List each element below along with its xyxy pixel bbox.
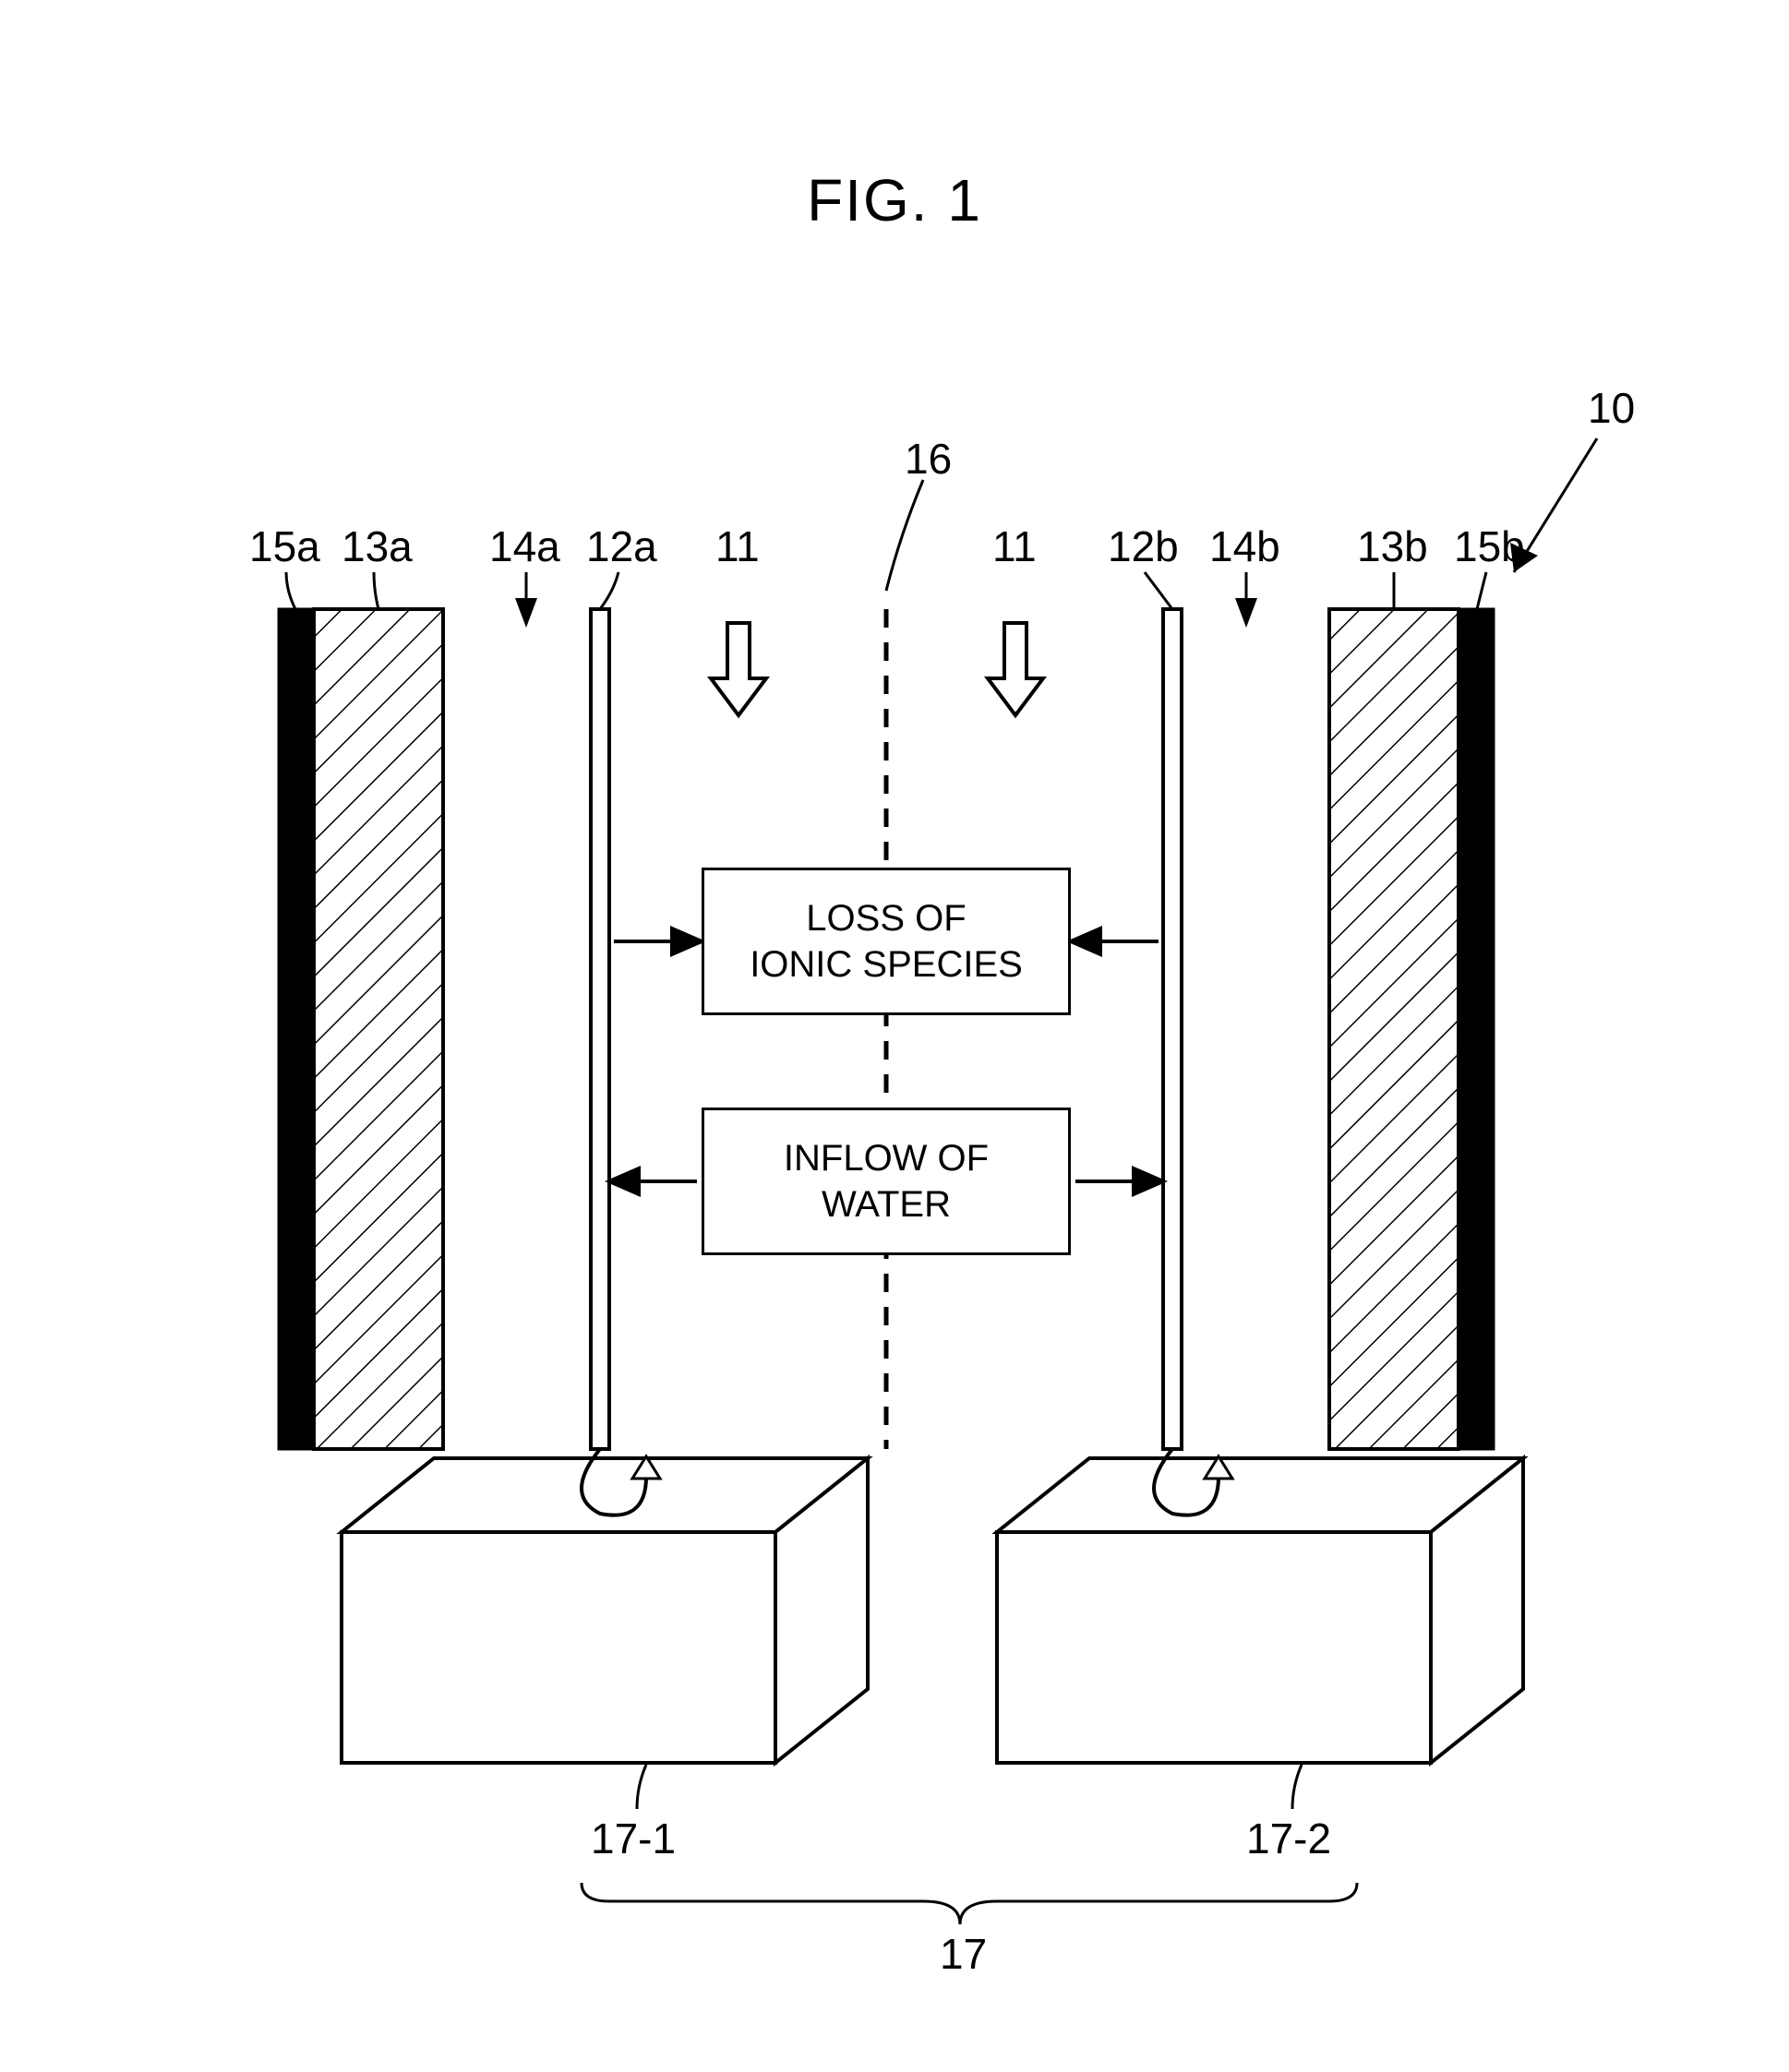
- arrowhead-14a: [515, 598, 537, 628]
- ref-15b: 15b: [1454, 521, 1525, 571]
- page: FIG. 1: [0, 0, 1789, 2072]
- down-arrow-11-left: [711, 623, 766, 715]
- bar-13b: [1329, 609, 1459, 1449]
- ref-13b: 13b: [1357, 521, 1428, 571]
- ref-10: 10: [1588, 383, 1635, 433]
- ref-11-left: 11: [715, 521, 760, 571]
- arrowhead-14b: [1235, 598, 1257, 628]
- bar-12a: [591, 609, 609, 1449]
- tank-2: [997, 1458, 1523, 1763]
- underbrace-17: [582, 1883, 1357, 1924]
- bottom-leaders: [637, 1765, 1302, 1809]
- loss-box: LOSS OF IONIC SPECIES: [702, 868, 1071, 1015]
- ref-17: 17: [940, 1929, 987, 1979]
- inflow-box: INFLOW OF WATER: [702, 1108, 1071, 1255]
- bar-15b: [1459, 609, 1494, 1449]
- ref-12a: 12a: [586, 521, 657, 571]
- ref-11-right: 11: [992, 521, 1037, 571]
- ref-15a: 15a: [249, 521, 320, 571]
- ref-12b: 12b: [1108, 521, 1179, 571]
- ref-17-1: 17-1: [591, 1814, 676, 1863]
- ref-17-2: 17-2: [1246, 1814, 1331, 1863]
- bar-12b: [1163, 609, 1182, 1449]
- ref-13a: 13a: [342, 521, 413, 571]
- down-arrow-11-right: [988, 623, 1043, 715]
- diagram-svg: [0, 0, 1789, 2072]
- top-leaders: [286, 480, 1486, 609]
- ref-16: 16: [905, 434, 952, 484]
- bar-13a: [314, 609, 443, 1449]
- bar-15a: [279, 609, 314, 1449]
- ref-14a: 14a: [489, 521, 560, 571]
- tank-1: [342, 1458, 868, 1763]
- ref-14b: 14b: [1209, 521, 1280, 571]
